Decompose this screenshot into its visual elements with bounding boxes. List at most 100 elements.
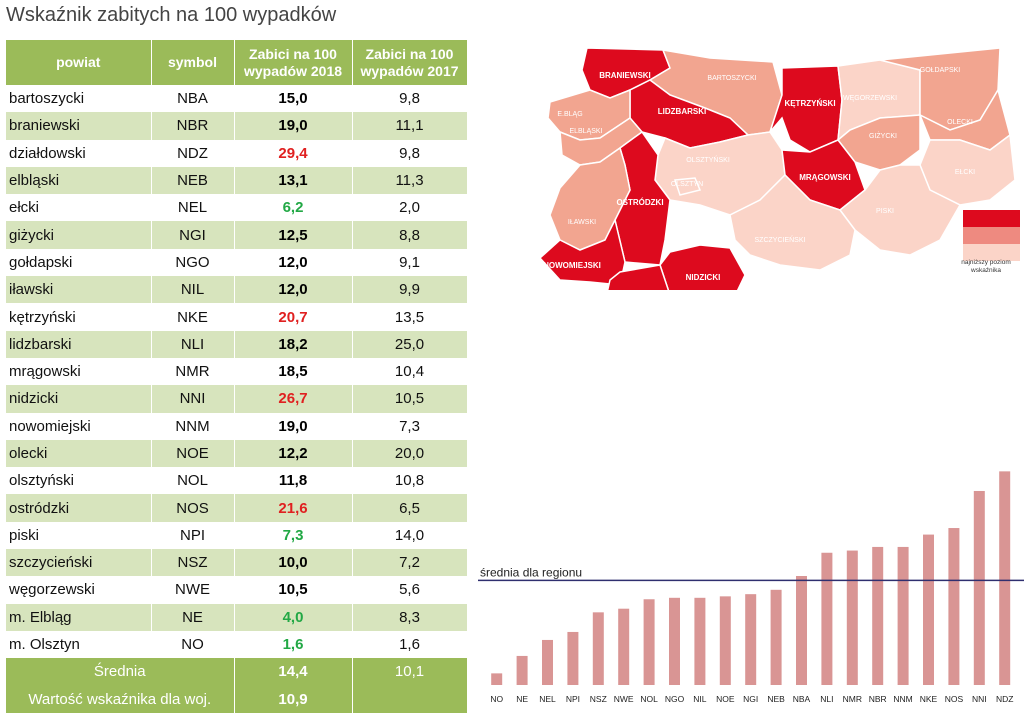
x-tick-label: NE	[516, 694, 528, 704]
powiat-cell: giżycki	[6, 221, 152, 249]
map-region-label: MRĄGOWSKI	[799, 173, 851, 182]
value-2018-cell: 6,2	[234, 194, 353, 222]
value-2018-cell: 12,2	[234, 439, 353, 468]
table-row: ełcki NEL 6,2 2,0	[6, 194, 468, 222]
legend-note-line2: wskaźnika	[970, 267, 1001, 274]
value-2017-cell: 7,3	[352, 412, 468, 440]
legend-swatch-high	[963, 210, 1020, 227]
value-2017-cell: 6,5	[352, 494, 468, 522]
header-2018: Zabici na 100 wypadów 2018	[234, 40, 353, 85]
map-region	[549, 146, 631, 251]
chart-bar	[669, 597, 680, 685]
symbol-cell: NNM	[151, 412, 235, 440]
table-row: kętrzyński NKE 20,7 13,5	[6, 303, 468, 331]
powiat-cell: m. Olsztyn	[6, 630, 152, 659]
average-reference-label: średnia dla regionu	[480, 565, 582, 579]
table-row: bartoszycki NBA 15,0 9,8	[6, 85, 468, 113]
value-2018-cell: 15,0	[234, 85, 353, 113]
table-row: węgorzewski NWE 10,5 5,6	[6, 576, 468, 604]
value-2017-cell: 9,8	[352, 139, 468, 167]
map-region-label: KĘTRZYŃSKI	[784, 99, 835, 108]
map-region-label: GIŻYCKI	[869, 131, 897, 140]
table-row: nowomiejski NNM 19,0 7,3	[6, 412, 468, 440]
value-2017-cell: 9,8	[352, 85, 468, 113]
chart-bar	[796, 576, 807, 685]
voivodeship-2017-empty	[352, 685, 468, 713]
map-region-label: OLECKI	[947, 119, 973, 126]
x-tick-label: NMR	[843, 694, 862, 704]
data-table: powiat symbol Zabici na 100 wypadów 2018…	[6, 40, 468, 713]
table-row: piski NPI 7,3 14,0	[6, 521, 468, 550]
table-row: m. Elbląg NE 4,0 8,3	[6, 603, 468, 631]
page-title: Wskaźnik zabitych na 100 wypadków	[6, 4, 337, 26]
header-2017: Zabici na 100 wypadów 2017	[352, 40, 468, 85]
map-region-label: SZCZYCIEŃSKI	[755, 235, 806, 244]
x-tick-label: NEL	[539, 694, 556, 704]
powiat-cell: ostródzki	[6, 494, 152, 522]
x-tick-label: NOE	[716, 694, 735, 704]
x-tick-label: NLI	[820, 694, 833, 704]
powiat-cell: węgorzewski	[6, 576, 152, 604]
powiat-cell: ełcki	[6, 194, 152, 222]
table-row: elbląski NEB 13,1 11,3	[6, 166, 468, 195]
table-row: gołdapski NGO 12,0 9,1	[6, 248, 468, 277]
value-2018-cell: 12,0	[234, 276, 353, 304]
value-2018-cell: 10,0	[234, 549, 353, 577]
value-2018-cell: 21,6	[234, 494, 353, 522]
map-region-label: OSTRÓDZKI	[616, 198, 663, 207]
x-tick-label: NWE	[614, 694, 634, 704]
powiat-cell: braniewski	[6, 112, 152, 140]
header-2017-line2: wypadów 2017	[360, 62, 459, 79]
value-2018-cell: 26,7	[234, 385, 353, 413]
value-2017-cell: 5,6	[352, 576, 468, 604]
value-2018-cell: 4,0	[234, 603, 353, 631]
symbol-cell: NOL	[151, 467, 235, 495]
symbol-cell: NBA	[151, 85, 235, 113]
value-2018-cell: 18,2	[234, 330, 353, 358]
x-tick-label: NBA	[793, 694, 811, 704]
table-row: m. Olsztyn NO 1,6 1,6	[6, 630, 468, 659]
value-2017-cell: 9,1	[352, 248, 468, 277]
map-region-label: ELBLĄSKI	[569, 128, 602, 135]
chart-bar	[999, 471, 1011, 685]
chart-bar	[745, 594, 757, 685]
value-2018-cell: 19,0	[234, 412, 353, 440]
value-2018-cell: 29,4	[234, 139, 353, 167]
chart-bar	[948, 528, 960, 685]
chart-bar	[821, 552, 833, 685]
x-tick-label: NKE	[920, 694, 938, 704]
chart-bar	[491, 673, 503, 685]
x-tick-label: NPI	[566, 694, 580, 704]
value-2017-cell: 10,4	[352, 357, 468, 386]
value-2018-cell: 10,5	[234, 576, 353, 604]
symbol-cell: NSZ	[151, 549, 235, 577]
header-2018-line2: wypadów 2018	[243, 62, 343, 79]
average-2018: 14,4	[234, 658, 353, 686]
chart-bar	[643, 599, 655, 685]
map-region-label: GOŁDAPSKI	[920, 67, 961, 74]
value-2017-cell: 13,5	[352, 303, 468, 331]
x-tick-label: NIL	[693, 694, 707, 704]
table-row: lidzbarski NLI 18,2 25,0	[6, 330, 468, 358]
x-tick-label: NNM	[893, 694, 912, 704]
value-2018-cell: 12,5	[234, 221, 353, 249]
symbol-cell: NWE	[151, 576, 235, 604]
powiat-cell: olecki	[6, 439, 152, 468]
table-row: giżycki NGI 12,5 8,8	[6, 221, 468, 249]
map-region	[606, 264, 670, 290]
bar-chart: NO NE NEL NPI NSZ NWE NOL NGO NIL NOE NGI NEB NBA NLI…	[478, 471, 1024, 704]
map-region	[729, 173, 856, 271]
symbol-cell: NPI	[151, 521, 235, 550]
x-tick-label: NSZ	[590, 694, 607, 704]
symbol-cell: NLI	[151, 330, 235, 358]
powiat-cell: mrągowski	[6, 357, 152, 386]
map-legend: najniższy poziom wskaźnika	[961, 210, 1020, 274]
symbol-cell: NGO	[151, 248, 235, 277]
powiat-cell: bartoszycki	[6, 85, 152, 113]
average-label: Średnia	[6, 658, 235, 686]
symbol-cell: NOS	[151, 494, 235, 522]
map-region-label: E.BLĄG	[557, 111, 582, 118]
chart-bar	[872, 546, 884, 685]
table-row: szczycieński NSZ 10,0 7,2	[6, 549, 468, 577]
map-region	[769, 65, 843, 153]
